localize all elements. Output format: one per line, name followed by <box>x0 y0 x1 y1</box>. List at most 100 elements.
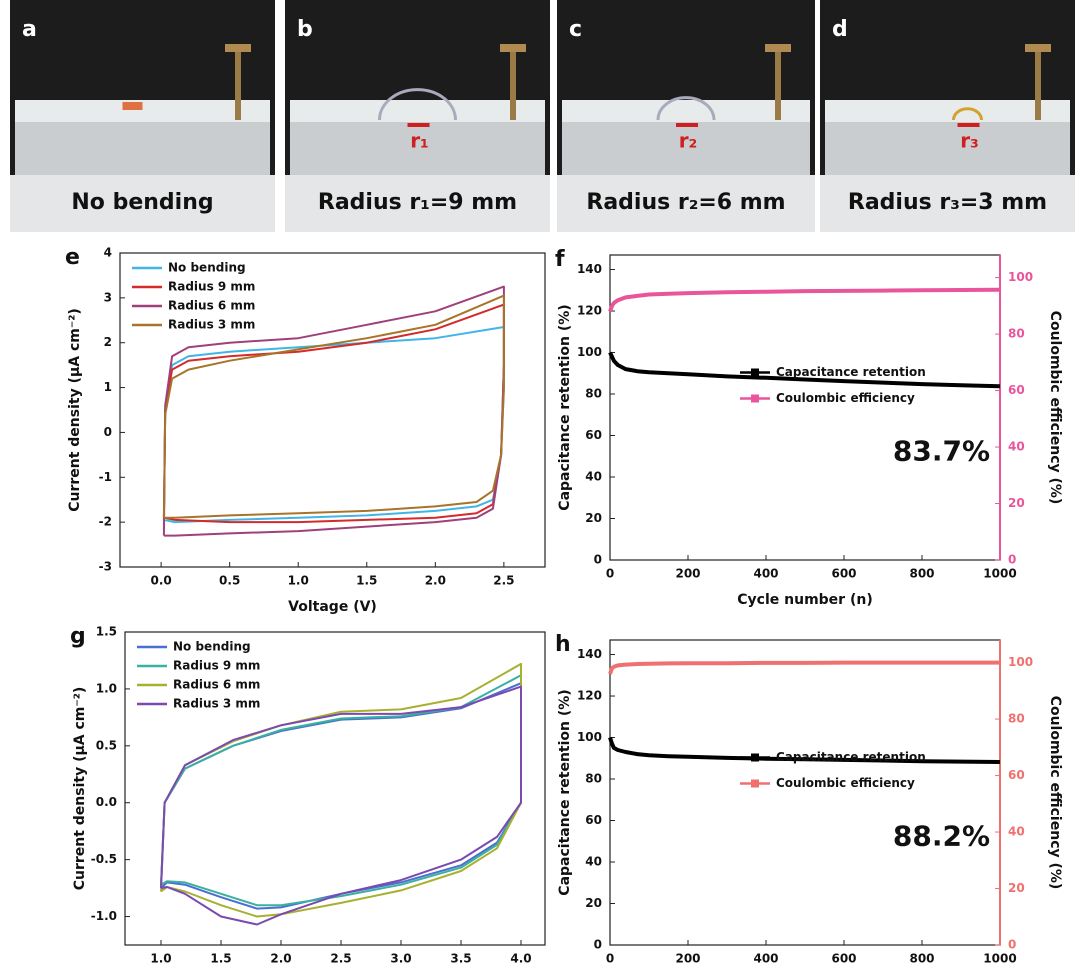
y-axis-label: Current density (μA cm⁻²) <box>67 308 83 512</box>
screw <box>510 50 516 120</box>
series-line <box>608 736 1001 764</box>
photo-caption: Radius r₁=9 mm <box>318 190 517 215</box>
y2-tick-label: 80 <box>1008 712 1025 726</box>
legend-label: Radius 6 mm <box>173 678 260 692</box>
y-tick-label: 1 <box>104 380 112 394</box>
y-axis-label: Current density (μA cm⁻²) <box>72 687 88 891</box>
annotation: 83.7% <box>893 435 990 468</box>
screw <box>775 50 781 120</box>
y-tick-label: 60 <box>585 813 602 827</box>
photo-caption: Radius r₂=6 mm <box>586 190 785 215</box>
photo: a No bending <box>10 0 275 232</box>
legend-label: Radius 3 mm <box>173 697 260 711</box>
y-axis-label: Capacitance retention (%) <box>557 304 573 510</box>
y-tick-label: -3 <box>99 560 112 574</box>
bench-top <box>562 100 810 122</box>
bench-top <box>290 100 545 122</box>
legend-label: Coulombic efficiency <box>776 776 915 790</box>
x-tick-label: 0.5 <box>219 574 240 588</box>
caption-bg <box>10 175 275 232</box>
x-tick-label: 600 <box>831 567 856 581</box>
legend-label: Radius 9 mm <box>168 280 255 294</box>
series-line <box>608 660 1000 675</box>
series-line <box>160 685 522 926</box>
legend-label: Capacitance retention <box>776 365 926 379</box>
x-axis-label: Voltage (V) <box>288 599 377 615</box>
panel-label: e <box>65 245 80 270</box>
y-tick-label: 80 <box>585 772 602 786</box>
y-tick-label: 0.0 <box>96 795 117 809</box>
legend-marker <box>751 394 759 403</box>
y-tick-label: 0 <box>104 425 112 439</box>
y-tick-label: 120 <box>577 689 602 703</box>
photo-label: b <box>297 17 313 42</box>
legend-label: No bending <box>173 640 251 654</box>
y-tick-label: 140 <box>577 262 602 276</box>
x-tick-label: 4.0 <box>510 952 531 966</box>
legend-label: Capacitance retention <box>776 750 926 764</box>
y2-axis-label: Coulombic efficiency (%) <box>1047 311 1063 505</box>
y-tick-label: 3 <box>104 290 112 304</box>
plot-frame <box>124 631 546 946</box>
y2-tick-label: 40 <box>1008 825 1025 839</box>
series-line <box>162 326 505 524</box>
radius-bar <box>407 123 430 127</box>
x-tick-label: 200 <box>675 952 700 966</box>
x-axis-label: Cycle number (n) <box>737 592 872 608</box>
y-tick-label: 20 <box>585 896 602 910</box>
screw <box>1035 50 1041 120</box>
y-tick-label: 4 <box>104 246 112 260</box>
x-tick-label: 1.5 <box>210 952 231 966</box>
y-tick-label: 1.0 <box>96 681 117 695</box>
screw-head <box>1025 44 1051 52</box>
y2-tick-label: 100 <box>1008 270 1033 284</box>
y2-tick-label: 60 <box>1008 768 1025 782</box>
screw-head <box>500 44 526 52</box>
y-tick-label: 40 <box>585 470 602 484</box>
photo-label: d <box>832 17 848 42</box>
y-tick-label: 40 <box>585 855 602 869</box>
photo-label: c <box>569 17 582 42</box>
x-tick-label: 1000 <box>983 952 1016 966</box>
series-line <box>162 303 505 524</box>
y2-tick-label: 0 <box>1008 938 1016 952</box>
bench-top <box>825 100 1070 122</box>
y2-tick-label: 100 <box>1008 655 1033 669</box>
series-line <box>608 351 1001 389</box>
y2-tick-label: 20 <box>1008 881 1025 895</box>
caption-bg <box>820 175 1075 232</box>
y-tick-label: 80 <box>585 387 602 401</box>
legend-label: Coulombic efficiency <box>776 391 915 405</box>
y-tick-label: 1.5 <box>96 625 117 639</box>
flat-film <box>122 102 143 110</box>
y-tick-label: 0 <box>594 553 602 567</box>
x-tick-label: 1.0 <box>150 952 171 966</box>
photo-caption: No bending <box>71 190 213 215</box>
y-tick-label: 140 <box>577 647 602 661</box>
photo-label: a <box>22 17 37 42</box>
x-tick-label: 400 <box>753 567 778 581</box>
y-tick-label: 0.5 <box>96 738 117 752</box>
y2-tick-label: 0 <box>1008 553 1016 567</box>
radius-marker: r₂ <box>679 129 698 153</box>
y2-tick-label: 80 <box>1008 327 1025 341</box>
x-tick-label: 800 <box>909 952 934 966</box>
y-tick-label: 100 <box>577 730 602 744</box>
x-tick-label: 0 <box>606 567 614 581</box>
y-tick-label: 0 <box>594 938 602 952</box>
bent-film <box>378 88 457 121</box>
x-tick-label: 2.5 <box>330 952 351 966</box>
x-tick-label: 400 <box>753 952 778 966</box>
bench-top <box>15 100 270 122</box>
panel-label: f <box>555 247 565 272</box>
radius-bar <box>676 123 698 127</box>
plot-frame <box>119 252 546 568</box>
series-line <box>162 294 505 519</box>
screw-head <box>765 44 791 52</box>
x-tick-label: 0 <box>606 952 614 966</box>
y2-tick-label: 40 <box>1008 440 1025 454</box>
radius-marker: r₁ <box>410 129 429 153</box>
screw-head <box>225 44 251 52</box>
x-tick-label: 2.0 <box>270 952 291 966</box>
y-tick-label: 20 <box>585 511 602 525</box>
